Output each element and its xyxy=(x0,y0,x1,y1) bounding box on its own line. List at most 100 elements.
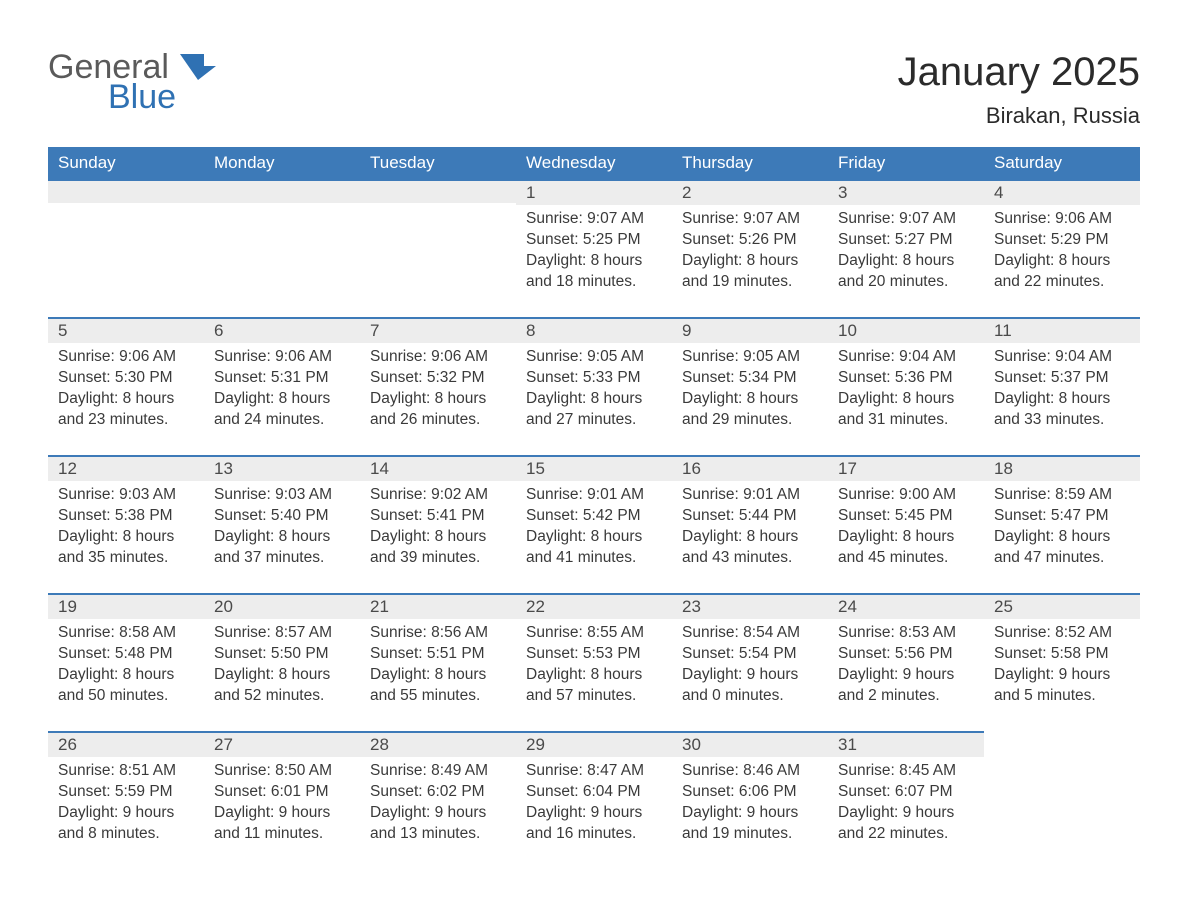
calendar-day-cell: 13Sunrise: 9:03 AMSunset: 5:40 PMDayligh… xyxy=(204,455,360,593)
daylight-line-1: Daylight: 9 hours xyxy=(214,803,350,824)
sunrise-line: Sunrise: 9:07 AM xyxy=(526,209,662,230)
day-number: 18 xyxy=(984,455,1140,481)
day-number: 24 xyxy=(828,593,984,619)
calendar-day-cell: 15Sunrise: 9:01 AMSunset: 5:42 PMDayligh… xyxy=(516,455,672,593)
daylight-line-1: Daylight: 9 hours xyxy=(682,803,818,824)
daylight-line-1: Daylight: 8 hours xyxy=(58,527,194,548)
sunrise-line: Sunrise: 9:06 AM xyxy=(370,347,506,368)
day-number: 5 xyxy=(48,317,204,343)
daylight-line-1: Daylight: 8 hours xyxy=(58,665,194,686)
daylight-line-2: and 43 minutes. xyxy=(682,548,818,569)
day-number: 23 xyxy=(672,593,828,619)
sunset-line: Sunset: 5:31 PM xyxy=(214,368,350,389)
calendar-day-cell: 11Sunrise: 9:04 AMSunset: 5:37 PMDayligh… xyxy=(984,317,1140,455)
day-number: 28 xyxy=(360,731,516,757)
daylight-line-2: and 5 minutes. xyxy=(994,686,1130,707)
calendar-day-cell: 25Sunrise: 8:52 AMSunset: 5:58 PMDayligh… xyxy=(984,593,1140,731)
calendar-day-cell: 4Sunrise: 9:06 AMSunset: 5:29 PMDaylight… xyxy=(984,179,1140,317)
sunrise-line: Sunrise: 8:59 AM xyxy=(994,485,1130,506)
day-details: Sunrise: 8:59 AMSunset: 5:47 PMDaylight:… xyxy=(984,481,1140,575)
calendar-week-row: 26Sunrise: 8:51 AMSunset: 5:59 PMDayligh… xyxy=(48,731,1140,869)
sunset-line: Sunset: 5:45 PM xyxy=(838,506,974,527)
sunset-line: Sunset: 5:25 PM xyxy=(526,230,662,251)
day-number: 16 xyxy=(672,455,828,481)
day-details: Sunrise: 9:01 AMSunset: 5:42 PMDaylight:… xyxy=(516,481,672,575)
daylight-line-1: Daylight: 8 hours xyxy=(682,389,818,410)
sunset-line: Sunset: 6:01 PM xyxy=(214,782,350,803)
day-details: Sunrise: 9:05 AMSunset: 5:34 PMDaylight:… xyxy=(672,343,828,437)
daylight-line-1: Daylight: 9 hours xyxy=(58,803,194,824)
day-details: Sunrise: 9:03 AMSunset: 5:38 PMDaylight:… xyxy=(48,481,204,575)
sunset-line: Sunset: 5:47 PM xyxy=(994,506,1130,527)
sunrise-line: Sunrise: 8:46 AM xyxy=(682,761,818,782)
daylight-line-2: and 19 minutes. xyxy=(682,272,818,293)
sunrise-line: Sunrise: 9:03 AM xyxy=(214,485,350,506)
daylight-line-1: Daylight: 8 hours xyxy=(838,389,974,410)
daylight-line-1: Daylight: 8 hours xyxy=(526,389,662,410)
sunset-line: Sunset: 5:29 PM xyxy=(994,230,1130,251)
sunrise-line: Sunrise: 9:04 AM xyxy=(994,347,1130,368)
calendar-body: 1Sunrise: 9:07 AMSunset: 5:25 PMDaylight… xyxy=(48,179,1140,869)
calendar-week-row: 1Sunrise: 9:07 AMSunset: 5:25 PMDaylight… xyxy=(48,179,1140,317)
daylight-line-2: and 16 minutes. xyxy=(526,824,662,845)
sunrise-line: Sunrise: 9:05 AM xyxy=(526,347,662,368)
sunrise-line: Sunrise: 9:01 AM xyxy=(526,485,662,506)
daylight-line-1: Daylight: 8 hours xyxy=(682,527,818,548)
daylight-line-2: and 35 minutes. xyxy=(58,548,194,569)
calendar-day-cell: 5Sunrise: 9:06 AMSunset: 5:30 PMDaylight… xyxy=(48,317,204,455)
calendar-day-cell: 14Sunrise: 9:02 AMSunset: 5:41 PMDayligh… xyxy=(360,455,516,593)
daylight-line-1: Daylight: 8 hours xyxy=(526,665,662,686)
sunrise-line: Sunrise: 9:06 AM xyxy=(58,347,194,368)
sunset-line: Sunset: 5:26 PM xyxy=(682,230,818,251)
daylight-line-2: and 39 minutes. xyxy=(370,548,506,569)
sunset-line: Sunset: 6:04 PM xyxy=(526,782,662,803)
day-number: 8 xyxy=(516,317,672,343)
sunset-line: Sunset: 5:38 PM xyxy=(58,506,194,527)
daylight-line-1: Daylight: 8 hours xyxy=(994,251,1130,272)
sunset-line: Sunset: 5:59 PM xyxy=(58,782,194,803)
daylight-line-1: Daylight: 8 hours xyxy=(838,251,974,272)
calendar-day-cell: 2Sunrise: 9:07 AMSunset: 5:26 PMDaylight… xyxy=(672,179,828,317)
daylight-line-1: Daylight: 9 hours xyxy=(994,665,1130,686)
logo-blue-text: Blue xyxy=(108,78,176,117)
calendar-week-row: 19Sunrise: 8:58 AMSunset: 5:48 PMDayligh… xyxy=(48,593,1140,731)
day-number: 2 xyxy=(672,179,828,205)
day-number: 9 xyxy=(672,317,828,343)
title-block: January 2025 Birakan, Russia xyxy=(898,50,1140,141)
day-details: Sunrise: 8:52 AMSunset: 5:58 PMDaylight:… xyxy=(984,619,1140,713)
sunrise-line: Sunrise: 9:00 AM xyxy=(838,485,974,506)
sunset-line: Sunset: 5:32 PM xyxy=(370,368,506,389)
day-number: 10 xyxy=(828,317,984,343)
calendar-day-cell: 17Sunrise: 9:00 AMSunset: 5:45 PMDayligh… xyxy=(828,455,984,593)
calendar-day-cell: 31Sunrise: 8:45 AMSunset: 6:07 PMDayligh… xyxy=(828,731,984,869)
logo: General Blue xyxy=(48,50,216,117)
calendar-day-cell: 8Sunrise: 9:05 AMSunset: 5:33 PMDaylight… xyxy=(516,317,672,455)
day-details: Sunrise: 8:54 AMSunset: 5:54 PMDaylight:… xyxy=(672,619,828,713)
sunrise-line: Sunrise: 8:50 AM xyxy=(214,761,350,782)
weekday-header: Sunday xyxy=(48,147,204,179)
day-details: Sunrise: 9:07 AMSunset: 5:26 PMDaylight:… xyxy=(672,205,828,299)
daylight-line-2: and 33 minutes. xyxy=(994,410,1130,431)
header: General Blue January 2025 Birakan, Russi… xyxy=(48,50,1140,141)
sunset-line: Sunset: 5:51 PM xyxy=(370,644,506,665)
sunset-line: Sunset: 5:54 PM xyxy=(682,644,818,665)
empty-day-bar xyxy=(48,179,204,203)
day-number: 6 xyxy=(204,317,360,343)
logo-flag-icon xyxy=(180,54,216,80)
day-details: Sunrise: 9:06 AMSunset: 5:29 PMDaylight:… xyxy=(984,205,1140,299)
sunset-line: Sunset: 5:56 PM xyxy=(838,644,974,665)
calendar-day-cell: 20Sunrise: 8:57 AMSunset: 5:50 PMDayligh… xyxy=(204,593,360,731)
sunrise-line: Sunrise: 9:01 AM xyxy=(682,485,818,506)
sunset-line: Sunset: 5:44 PM xyxy=(682,506,818,527)
day-details: Sunrise: 9:07 AMSunset: 5:27 PMDaylight:… xyxy=(828,205,984,299)
day-number: 31 xyxy=(828,731,984,757)
sunrise-line: Sunrise: 8:54 AM xyxy=(682,623,818,644)
day-details: Sunrise: 9:00 AMSunset: 5:45 PMDaylight:… xyxy=(828,481,984,575)
day-details: Sunrise: 8:58 AMSunset: 5:48 PMDaylight:… xyxy=(48,619,204,713)
day-details: Sunrise: 9:01 AMSunset: 5:44 PMDaylight:… xyxy=(672,481,828,575)
daylight-line-1: Daylight: 8 hours xyxy=(682,251,818,272)
daylight-line-1: Daylight: 8 hours xyxy=(370,389,506,410)
sunrise-line: Sunrise: 9:05 AM xyxy=(682,347,818,368)
daylight-line-2: and 29 minutes. xyxy=(682,410,818,431)
calendar-table: SundayMondayTuesdayWednesdayThursdayFrid… xyxy=(48,147,1140,869)
